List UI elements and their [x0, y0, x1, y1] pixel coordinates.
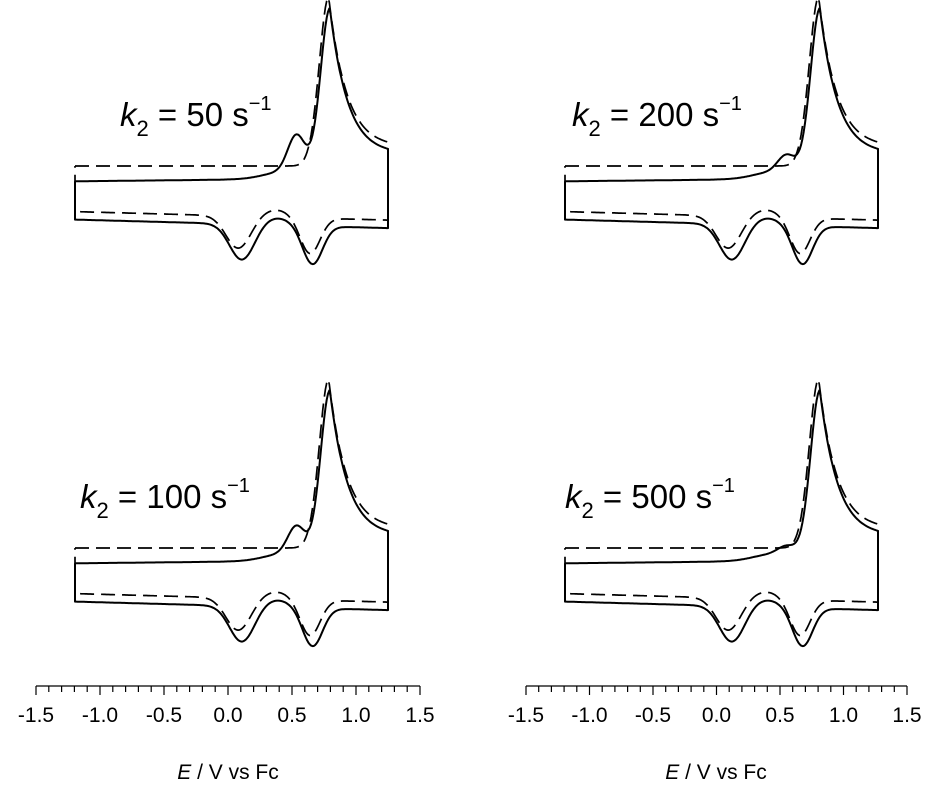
cv-trace-simulated: [74, 0, 389, 255]
x-tick-label: 1.5: [405, 704, 434, 727]
x-axis-ticks: [35, 686, 421, 695]
x-tick-label: 1.0: [341, 704, 370, 727]
x-tick-label: 1.5: [892, 704, 921, 727]
panel-label: k2 = 100 s−1: [80, 475, 250, 523]
x-tick-label: 1.0: [829, 704, 858, 727]
cv-trace-experimental: [74, 7, 389, 266]
cv-trace-simulated: [74, 378, 389, 637]
x-tick-label: 0.0: [213, 704, 242, 727]
panel-k2-500: k2 = 500 s−1: [564, 378, 879, 648]
x-axis-left: -1.5 -1.0 -0.5 0.0 0.5 1.0 1.5 E / V vs Fc: [18, 685, 435, 784]
panel-k2-200: k2 = 200 s−1: [564, 0, 879, 266]
cv-traces: [74, 0, 389, 266]
x-tick-label: -0.5: [146, 704, 182, 727]
x-tick-label: 0.5: [277, 704, 306, 727]
x-tick-label: -1.5: [18, 704, 54, 727]
x-axis-title: E / V vs Fc: [665, 761, 767, 784]
panel-label: k2 = 50 s−1: [120, 93, 272, 141]
x-axis-tick-labels: -1.5 -1.0 -0.5 0.0 0.5 1.0 1.5: [18, 704, 435, 727]
panel-label: k2 = 500 s−1: [565, 475, 735, 523]
x-axis-ticks: [525, 686, 908, 695]
x-axis-tick-labels: -1.5 -1.0 -0.5 0.0 0.5 1.0 1.5: [508, 704, 922, 727]
cv-traces: [74, 378, 389, 648]
x-tick-label: -1.0: [82, 704, 118, 727]
x-axis-title: E / V vs Fc: [177, 761, 279, 784]
cv-traces: [564, 0, 879, 266]
x-tick-label: -1.5: [508, 704, 544, 727]
x-tick-label: -1.0: [571, 704, 607, 727]
panel-k2-100: k2 = 100 s−1: [74, 378, 389, 648]
cv-trace-experimental: [564, 7, 879, 266]
x-tick-label: 0.0: [702, 704, 731, 727]
cv-trace-experimental: [74, 389, 389, 648]
x-tick-label: 0.5: [765, 704, 794, 727]
x-axis-right: -1.5 -1.0 -0.5 0.0 0.5 1.0 1.5 E / V vs Fc: [508, 685, 922, 784]
cv-trace-simulated: [564, 378, 879, 637]
panel-k2-50: k2 = 50 s−1: [74, 0, 389, 266]
x-tick-label: -0.5: [635, 704, 671, 727]
panel-label: k2 = 200 s−1: [572, 93, 742, 141]
cv-trace-simulated: [564, 0, 879, 255]
cv-trace-experimental: [564, 389, 879, 648]
cv-traces: [564, 378, 879, 648]
